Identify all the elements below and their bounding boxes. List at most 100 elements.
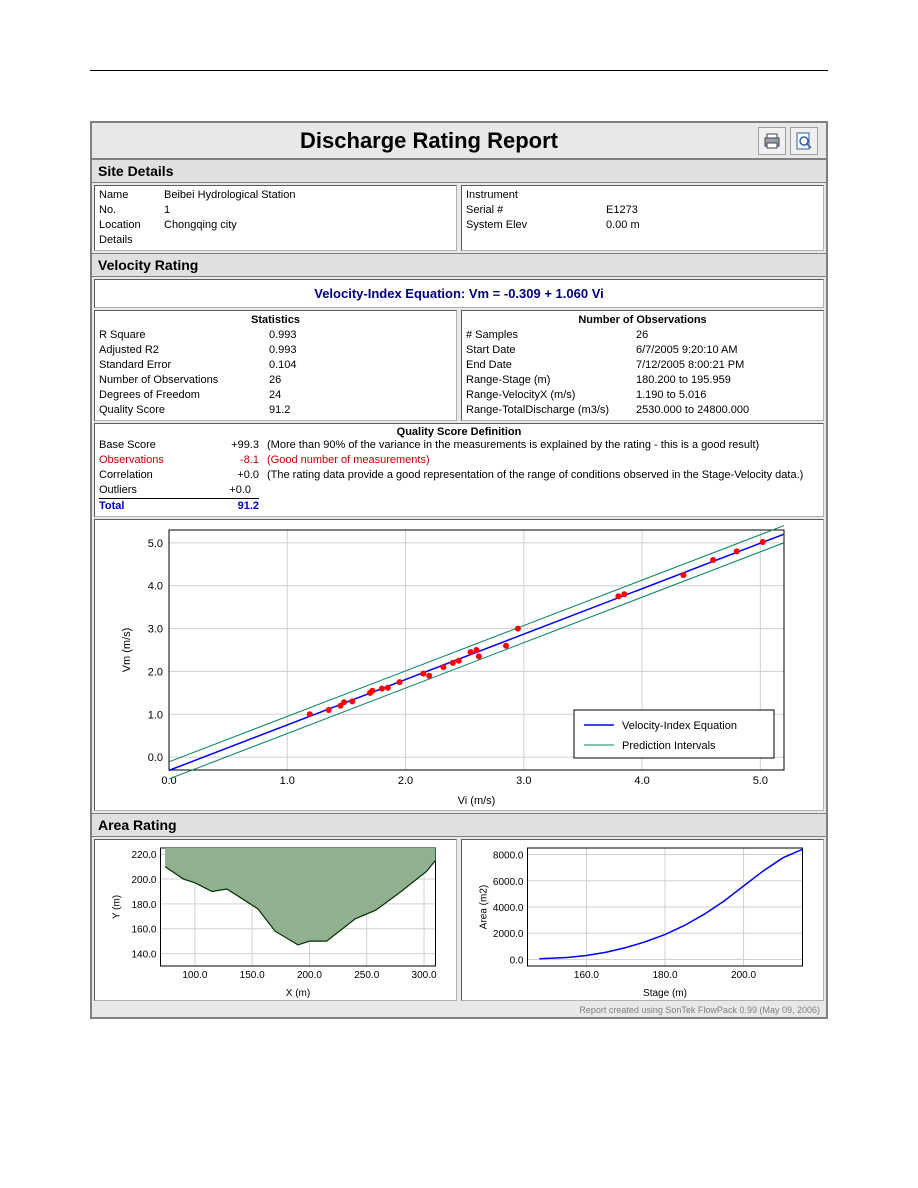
obs-value: 6/7/2005 9:20:10 AM	[636, 343, 738, 358]
q-total-label: Total	[99, 499, 209, 514]
stats-label: Quality Score	[99, 403, 269, 418]
report-title: Discharge Rating Report	[100, 128, 758, 154]
svg-text:140.0: 140.0	[131, 950, 156, 961]
stats-row: Standard Error0.104	[99, 358, 452, 373]
svg-text:1.0: 1.0	[148, 709, 163, 721]
site-no-value: 1	[164, 203, 170, 218]
stats-value: 26	[269, 373, 281, 388]
obs-header: Number of Observations	[466, 313, 819, 328]
svg-text:Velocity-Index Equation: Velocity-Index Equation	[622, 720, 737, 732]
preview-button[interactable]	[790, 127, 818, 155]
obs-label: Range-Stage (m)	[466, 373, 636, 388]
obs-row: # Samples26	[466, 328, 819, 343]
svg-text:300.0: 300.0	[412, 970, 437, 981]
site-details-panel: NameBeibei Hydrological Station No.1 Loc…	[92, 183, 826, 253]
velocity-equation: Velocity-Index Equation: Vm = -0.309 + 1…	[94, 279, 824, 308]
q-obs-val: -8.1	[209, 453, 267, 468]
stats-label: Number of Observations	[99, 373, 269, 388]
velocity-rating-header: Velocity Rating	[92, 253, 826, 277]
obs-row: Range-Stage (m)180.200 to 195.959	[466, 373, 819, 388]
site-name-label: Name	[99, 188, 164, 203]
obs-value: 180.200 to 195.959	[636, 373, 731, 388]
page-top-rule	[90, 70, 828, 71]
svg-text:180.0: 180.0	[652, 970, 677, 981]
svg-text:200.0: 200.0	[131, 875, 156, 886]
obs-row: Range-VelocityX (m/s)1.190 to 5.016	[466, 388, 819, 403]
elev-value: 0.00 m	[606, 218, 640, 233]
svg-text:1.0: 1.0	[280, 775, 295, 787]
q-obs-label: Observations	[99, 453, 209, 468]
svg-text:2.0: 2.0	[398, 775, 413, 787]
svg-text:4000.0: 4000.0	[493, 903, 524, 914]
stats-label: Adjusted R2	[99, 343, 269, 358]
serial-label: Serial #	[466, 203, 606, 218]
area-charts: 100.0150.0200.0250.0300.0140.0160.0180.0…	[92, 837, 826, 1003]
stats-header: Statistics	[99, 313, 452, 328]
stats-label: R Square	[99, 328, 269, 343]
profile-chart: 100.0150.0200.0250.0300.0140.0160.0180.0…	[94, 839, 457, 1001]
svg-text:2.0: 2.0	[148, 666, 163, 678]
footer-note: Report created using SonTek FlowPack 0.9…	[92, 1003, 826, 1017]
site-name-value: Beibei Hydrological Station	[164, 188, 295, 203]
stats-value: 0.993	[269, 343, 297, 358]
area-chart-svg: 160.0180.0200.00.02000.04000.06000.08000…	[462, 840, 823, 1000]
svg-text:2000.0: 2000.0	[493, 929, 524, 940]
obs-row: Range-TotalDischarge (m3/s)2530.000 to 2…	[466, 403, 819, 418]
q-corr-desc: (The rating data provide a good represen…	[267, 468, 819, 483]
svg-text:Area (m2): Area (m2)	[479, 885, 490, 929]
stats-value: 0.993	[269, 328, 297, 343]
site-location-value: Chongqing city	[164, 218, 237, 233]
stats-row: Adjusted R20.993	[99, 343, 452, 358]
stats-row: Number of Observations26	[99, 373, 452, 388]
stats-row: Quality Score91.2	[99, 403, 452, 418]
svg-text:Vm (m/s): Vm (m/s)	[121, 628, 133, 673]
velocity-chart-svg: 0.01.02.03.04.05.00.01.02.03.04.05.0Vi (…	[95, 520, 823, 810]
q-out-val: +0.0	[204, 483, 260, 498]
svg-text:3.0: 3.0	[148, 624, 163, 636]
site-details-header: Site Details	[92, 159, 826, 183]
q-out-label: Outliers	[99, 483, 204, 498]
obs-row: End Date7/12/2005 8:00:21 PM	[466, 358, 819, 373]
stats-row: R Square0.993	[99, 328, 452, 343]
svg-text:160.0: 160.0	[131, 925, 156, 936]
title-bar: Discharge Rating Report	[92, 123, 826, 159]
obs-label: Range-TotalDischarge (m3/s)	[466, 403, 636, 418]
q-base-desc: (More than 90% of the variance in the me…	[267, 438, 819, 453]
report-window: Discharge Rating Report	[90, 121, 828, 1019]
svg-text:100.0: 100.0	[182, 970, 207, 981]
svg-text:Stage (m): Stage (m)	[643, 988, 687, 999]
svg-text:220.0: 220.0	[131, 850, 156, 861]
obs-value: 7/12/2005 8:00:21 PM	[636, 358, 744, 373]
obs-label: # Samples	[466, 328, 636, 343]
svg-text:0.0: 0.0	[148, 752, 163, 764]
stats-label: Standard Error	[99, 358, 269, 373]
svg-text:X (m): X (m)	[286, 988, 310, 999]
q-corr-val: +0.0	[209, 468, 267, 483]
elev-label: System Elev	[466, 218, 606, 233]
svg-text:200.0: 200.0	[731, 970, 756, 981]
q-total-val: 91.2	[209, 499, 267, 514]
obs-row: Start Date6/7/2005 9:20:10 AM	[466, 343, 819, 358]
area-chart: 160.0180.0200.00.02000.04000.06000.08000…	[461, 839, 824, 1001]
q-base-val: +99.3	[209, 438, 267, 453]
q-obs-desc: (Good number of measurements)	[267, 453, 819, 468]
stats-row: Degrees of Freedom24	[99, 388, 452, 403]
print-button[interactable]	[758, 127, 786, 155]
quality-header: Quality Score Definition	[99, 426, 819, 438]
stats-value: 24	[269, 388, 281, 403]
velocity-stats-row: Statistics R Square0.993Adjusted R20.993…	[92, 310, 826, 423]
site-details-label: Details	[99, 233, 164, 248]
obs-value: 2530.000 to 24800.000	[636, 403, 749, 418]
stats-label: Degrees of Freedom	[99, 388, 269, 403]
svg-text:160.0: 160.0	[574, 970, 599, 981]
svg-text:Prediction Intervals: Prediction Intervals	[622, 740, 716, 752]
svg-text:180.0: 180.0	[131, 900, 156, 911]
quality-score-panel: Quality Score Definition Base Score +99.…	[94, 423, 824, 517]
obs-value: 1.190 to 5.016	[636, 388, 706, 403]
q-base-label: Base Score	[99, 438, 209, 453]
svg-text:3.0: 3.0	[516, 775, 531, 787]
site-no-label: No.	[99, 203, 164, 218]
svg-text:Y (m): Y (m)	[112, 895, 123, 919]
obs-label: End Date	[466, 358, 636, 373]
obs-label: Start Date	[466, 343, 636, 358]
